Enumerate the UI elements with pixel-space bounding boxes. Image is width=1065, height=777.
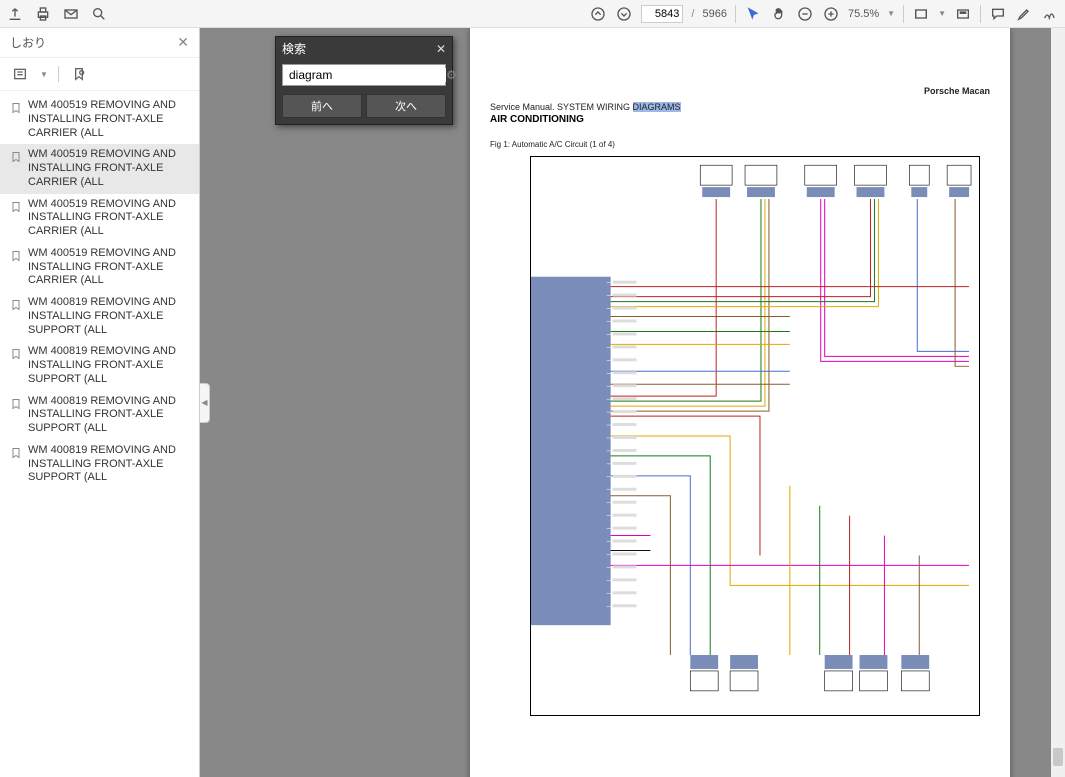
sidebar-header: しおり ✕ — [0, 28, 199, 58]
close-icon[interactable]: ✕ — [436, 42, 446, 56]
page-separator: / — [691, 8, 694, 20]
divider — [735, 5, 736, 23]
toolbar-left — [6, 5, 108, 23]
divider — [903, 5, 904, 23]
search-icon[interactable] — [90, 5, 108, 23]
search-title: 検索 — [282, 40, 306, 57]
main-area: しおり ✕ ▼ WM 400519 REMOVING AND INSTALLIN… — [0, 28, 1065, 777]
page-heading-text: Service Manual. SYSTEM WIRING — [490, 102, 633, 112]
sign-icon[interactable] — [1041, 5, 1059, 23]
bookmark-label: WM 400819 REMOVING AND INSTALLING FRONT-… — [28, 345, 193, 386]
bookmark-label: WM 400519 REMOVING AND INSTALLING FRONT-… — [28, 148, 193, 189]
page-number-input[interactable] — [641, 5, 683, 23]
divider — [58, 66, 59, 82]
bookmark-icon — [10, 446, 22, 460]
sidebar-collapse-handle[interactable] — [200, 383, 210, 423]
bookmark-icon — [10, 298, 22, 312]
bookmark-icon — [10, 249, 22, 263]
bookmark-item[interactable]: WM 400519 REMOVING AND INSTALLING FRONT-… — [0, 243, 199, 292]
close-icon[interactable]: ✕ — [177, 34, 189, 51]
bookmark-icon — [10, 200, 22, 214]
bookmark-item[interactable]: WM 400519 REMOVING AND INSTALLING FRONT-… — [0, 144, 199, 193]
bookmark-item[interactable]: WM 400819 REMOVING AND INSTALLING FRONT-… — [0, 440, 199, 489]
read-mode-icon[interactable] — [954, 5, 972, 23]
search-field: ⚙ — [282, 64, 446, 86]
page-heading-line: Service Manual. SYSTEM WIRING DIAGRAMS — [490, 102, 681, 112]
wiring-diagram — [530, 156, 980, 716]
bookmark-icon — [10, 397, 22, 411]
bookmark-item[interactable]: WM 400819 REMOVING AND INSTALLING FRONT-… — [0, 391, 199, 440]
bookmark-icon — [10, 101, 22, 115]
zoom-level[interactable]: 75.5% — [848, 8, 879, 20]
bookmark-label: WM 400519 REMOVING AND INSTALLING FRONT-… — [28, 99, 193, 140]
bookmark-item[interactable]: WM 400819 REMOVING AND INSTALLING FRONT-… — [0, 341, 199, 390]
scrollbar-thumb[interactable] — [1053, 748, 1063, 766]
vertical-scrollbar[interactable] — [1051, 28, 1065, 777]
diagram-svg — [531, 157, 979, 715]
bookmark-label: WM 400819 REMOVING AND INSTALLING FRONT-… — [28, 444, 193, 485]
email-icon[interactable] — [62, 5, 80, 23]
search-buttons: 前へ 次へ — [276, 90, 452, 124]
bookmark-label: WM 400519 REMOVING AND INSTALLING FRONT-… — [28, 198, 193, 239]
search-body: ⚙ — [276, 60, 452, 90]
bookmark-icon — [10, 150, 22, 164]
page-up-icon[interactable] — [589, 5, 607, 23]
main-toolbar: / 5966 75.5% ▼ ▼ — [0, 0, 1065, 28]
page-down-icon[interactable] — [615, 5, 633, 23]
bookmark-label: WM 400819 REMOVING AND INSTALLING FRONT-… — [28, 296, 193, 337]
comment-icon[interactable] — [989, 5, 1007, 23]
search-panel: 検索 ✕ ⚙ 前へ 次へ — [275, 36, 453, 125]
document-viewport[interactable]: 検索 ✕ ⚙ 前へ 次へ Porsche Macan Service Manua… — [200, 28, 1065, 777]
bookmark-item[interactable]: WM 400819 REMOVING AND INSTALLING FRONT-… — [0, 292, 199, 341]
page-total: 5966 — [702, 8, 726, 20]
page-section: AIR CONDITIONING — [490, 114, 584, 125]
highlight-icon[interactable] — [1015, 5, 1033, 23]
toolbar-center: / 5966 75.5% ▼ ▼ — [589, 5, 1059, 23]
hand-icon[interactable] — [770, 5, 788, 23]
bookmark-list[interactable]: WM 400519 REMOVING AND INSTALLING FRONT-… — [0, 91, 199, 777]
search-header[interactable]: 検索 ✕ — [276, 37, 452, 60]
search-prev-button[interactable]: 前へ — [282, 94, 362, 118]
search-input[interactable] — [287, 68, 446, 82]
sidebar-title: しおり — [10, 34, 46, 51]
search-next-button[interactable]: 次へ — [366, 94, 446, 118]
bookmark-label: WM 400519 REMOVING AND INSTALLING FRONT-… — [28, 247, 193, 288]
page-figure-caption: Fig 1: Automatic A/C Circuit (1 of 4) — [490, 140, 615, 149]
bookmark-item[interactable]: WM 400519 REMOVING AND INSTALLING FRONT-… — [0, 194, 199, 243]
bookmarks-sidebar: しおり ✕ ▼ WM 400519 REMOVING AND INSTALLIN… — [0, 28, 200, 777]
bookmark-item[interactable]: WM 400519 REMOVING AND INSTALLING FRONT-… — [0, 95, 199, 144]
zoom-out-icon[interactable] — [796, 5, 814, 23]
bookmark-label: WM 400819 REMOVING AND INSTALLING FRONT-… — [28, 395, 193, 436]
divider — [980, 5, 981, 23]
fit-width-icon[interactable] — [912, 5, 930, 23]
zoom-in-icon[interactable] — [822, 5, 840, 23]
cursor-icon[interactable] — [744, 5, 762, 23]
bookmark-icon — [10, 347, 22, 361]
pdf-page: Porsche Macan Service Manual. SYSTEM WIR… — [470, 28, 1010, 777]
search-highlight: DIAGRAMS — [633, 102, 681, 112]
gear-icon[interactable]: ⚙ — [446, 68, 457, 82]
page-vehicle: Porsche Macan — [924, 86, 990, 96]
find-bookmark-icon[interactable] — [69, 64, 89, 84]
print-icon[interactable] — [34, 5, 52, 23]
upload-icon[interactable] — [6, 5, 24, 23]
options-icon[interactable] — [10, 64, 30, 84]
sidebar-tools: ▼ — [0, 58, 199, 91]
